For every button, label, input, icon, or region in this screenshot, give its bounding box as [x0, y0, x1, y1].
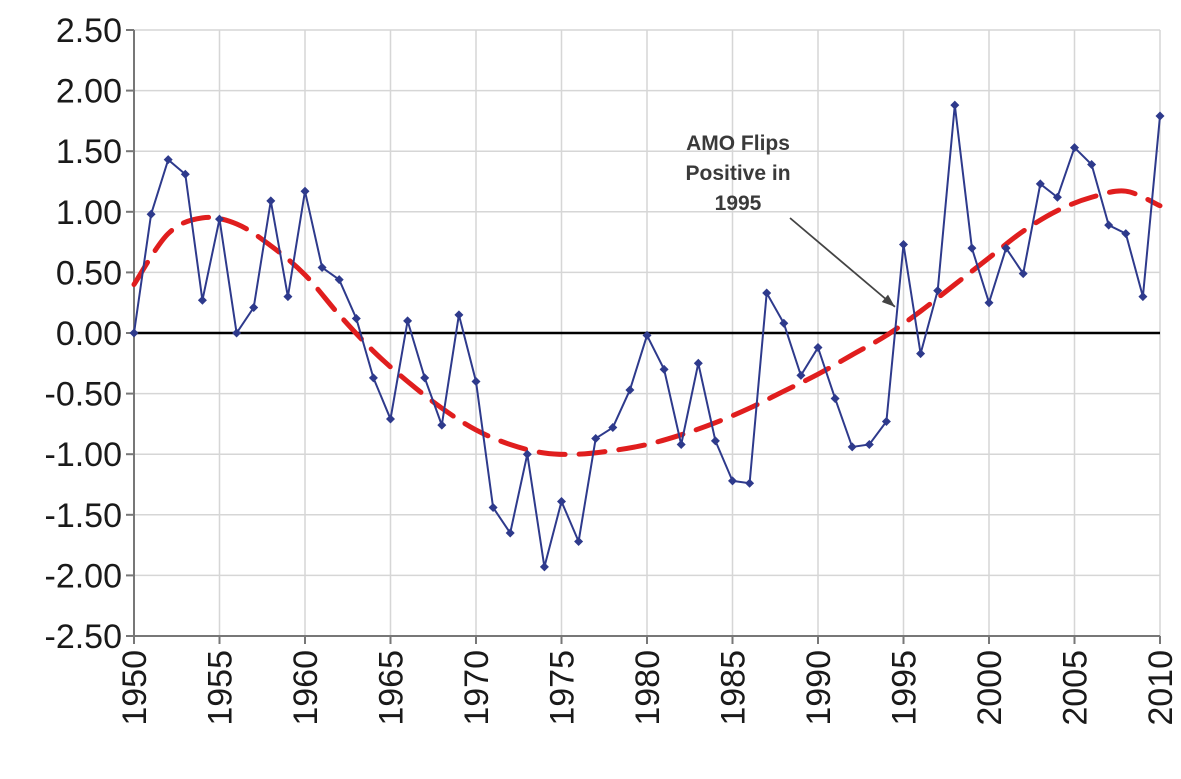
y-tick-label: -1.50 [45, 497, 123, 535]
data-point-marker [710, 436, 720, 446]
trend-series [131, 188, 1163, 457]
data-point-marker [933, 286, 943, 296]
x-tick-label: 2005 [1057, 650, 1095, 726]
data-point-marker [420, 373, 430, 383]
data-point-marker [266, 196, 276, 206]
data-point-marker [1087, 160, 1097, 170]
data-point-marker [1001, 243, 1011, 253]
data-point-marker [916, 349, 926, 359]
data-point-marker [659, 364, 669, 374]
y-tick-label: 2.00 [56, 73, 122, 111]
data-point-marker [471, 376, 481, 386]
data-point-marker [1155, 111, 1165, 121]
data-point-marker [351, 313, 361, 323]
data-point-marker [796, 370, 806, 380]
data-point-marker [403, 316, 413, 326]
data-point-marker [899, 240, 908, 250]
x-tick-label: 1965 [373, 650, 411, 726]
trend-line [131, 188, 1163, 457]
data-point-marker [539, 562, 549, 572]
x-tick-label: 1985 [715, 650, 753, 726]
tick-labels: 2.50 2.00 1.50 1.00 0.50 0.00 -0.50 -1.00 -1.50 -… [45, 12, 1181, 726]
x-tick-label: 1990 [800, 650, 838, 726]
x-tick-label: 1950 [116, 650, 154, 726]
data-point-marker [1018, 269, 1028, 279]
data-point-marker [317, 263, 327, 273]
data-point-marker [488, 503, 498, 513]
data-point-marker [830, 393, 840, 403]
data-point-marker [557, 496, 566, 506]
data-point-marker [813, 343, 823, 353]
data-point-marker [693, 358, 703, 368]
annotation: AMO Flips Positive in 1995 [685, 132, 896, 308]
y-tick-label: -2.00 [45, 557, 123, 595]
x-tick-label: 2000 [971, 650, 1009, 726]
data-point-marker [847, 442, 857, 452]
data-point-marker [300, 186, 310, 196]
data-point-marker [984, 298, 994, 308]
data-point-marker [574, 536, 584, 546]
data-point-marker [334, 275, 344, 285]
data-point-marker [864, 440, 874, 450]
x-tick-label: 1975 [544, 650, 582, 726]
data-point-marker [146, 209, 156, 219]
data-point-marker [1138, 292, 1148, 302]
y-tick-label: 2.50 [56, 12, 122, 50]
data-point-marker [676, 440, 686, 450]
data-point-marker [1035, 179, 1045, 189]
data-point-marker [249, 303, 259, 313]
x-tick-label: 1970 [458, 650, 496, 726]
data-point-marker [437, 420, 447, 430]
x-tick-label: 1960 [287, 650, 325, 726]
y-tick-label: -0.50 [45, 376, 123, 414]
data-point-marker [232, 328, 242, 338]
data-point-marker [779, 318, 789, 328]
data-point-marker [591, 433, 601, 443]
data-point-marker [522, 449, 532, 459]
data-point-marker [1104, 220, 1114, 230]
axes [126, 29, 1161, 644]
data-point-marker [454, 310, 464, 320]
data-point-marker [967, 243, 977, 253]
data-point-marker [505, 528, 515, 538]
x-tick-label: 1955 [202, 650, 240, 726]
data-point-marker [215, 214, 224, 224]
data-point-marker [386, 414, 395, 424]
x-tick-label: 1995 [886, 650, 924, 726]
x-tick-label: 1980 [629, 650, 667, 726]
y-tick-label: 0.00 [56, 315, 122, 353]
annotation-arrowhead [881, 294, 895, 307]
data-point-marker [1070, 143, 1079, 153]
data-point-marker [745, 478, 755, 488]
data-point-marker [283, 292, 293, 302]
data-point-marker [728, 476, 737, 486]
data-point-marker [881, 416, 891, 426]
data-point-marker [163, 155, 173, 165]
data-point-marker [368, 373, 378, 383]
data-point-marker [762, 288, 772, 298]
data-point-marker [1052, 192, 1062, 202]
y-tick-label: -2.50 [45, 618, 123, 656]
data-point-marker [642, 330, 652, 340]
data-point-marker [1121, 229, 1131, 239]
annotation-text-line: Positive in [685, 162, 790, 185]
y-tick-label: 1.50 [56, 133, 122, 171]
data-point-marker [197, 295, 207, 305]
x-tick-label: 2010 [1142, 650, 1180, 726]
data-point-marker [129, 328, 139, 338]
data-point-marker [950, 100, 960, 110]
y-tick-label: -1.00 [45, 436, 123, 474]
data-series [129, 100, 1165, 572]
y-tick-label: 1.00 [56, 194, 122, 232]
y-tick-label: 0.50 [56, 254, 122, 292]
data-point-marker [625, 385, 635, 395]
annotation-text-line: AMO Flips [686, 132, 790, 155]
annotation-text-line: 1995 [715, 192, 762, 215]
data-point-marker [180, 169, 190, 179]
data-point-marker [608, 423, 618, 433]
annotation-arrow-line [789, 217, 896, 308]
